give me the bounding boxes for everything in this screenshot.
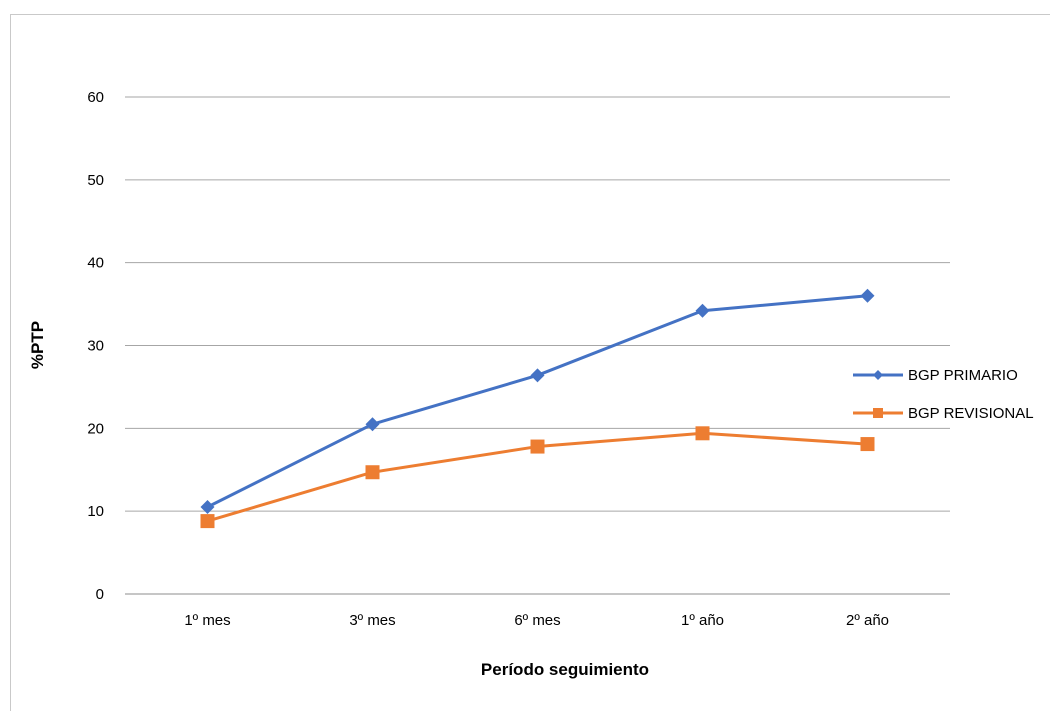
data-point-bgp-primario [695, 303, 710, 318]
legend-label-bgp-primario: BGP PRIMARIO [908, 367, 1018, 384]
y-tick-label: 10 [87, 503, 104, 520]
legend: BGP PRIMARIO BGP REVISIONAL [853, 367, 1034, 422]
legend-label-bgp-revisional: BGP REVISIONAL [908, 405, 1034, 422]
gridlines [125, 96, 950, 595]
data-point-bgp-primario [530, 368, 545, 383]
y-tick-label: 30 [87, 338, 104, 355]
data-point-bgp-primario [200, 500, 215, 515]
y-tick-label: 40 [87, 255, 104, 272]
data-point-bgp-primario [365, 417, 380, 432]
chart-frame [10, 14, 1050, 711]
x-axis-title: Período seguimiento [481, 660, 649, 679]
series-line-bgp-primario [206, 294, 868, 509]
series-group [200, 288, 875, 529]
y-tick-label: 60 [87, 89, 104, 106]
y-axis-title: %PTP [28, 321, 47, 369]
legend-marker-bgp-revisional [873, 408, 883, 418]
x-tick-label: 3º mes [349, 612, 395, 629]
data-point-bgp-primario [860, 288, 875, 303]
data-point-bgp-revisional [365, 465, 380, 480]
x-tick-label: 1º año [681, 612, 724, 629]
y-tick-label: 50 [87, 172, 104, 189]
data-point-bgp-revisional [530, 439, 545, 454]
x-tick-label: 1º mes [184, 612, 230, 629]
data-point-bgp-revisional [200, 514, 215, 529]
data-point-bgp-revisional [860, 437, 875, 452]
x-tick-label: 2º año [846, 612, 889, 629]
y-tick-label: 0 [96, 586, 104, 603]
x-tick-labels: 1º mes 3º mes 6º mes 1º año 2º año [184, 612, 889, 629]
legend-marker-bgp-primario [873, 370, 883, 380]
y-tick-labels: 0 10 20 30 40 50 60 [87, 89, 104, 603]
y-tick-label: 20 [87, 420, 104, 437]
x-tick-label: 6º mes [514, 612, 560, 629]
data-point-bgp-revisional [695, 426, 710, 441]
